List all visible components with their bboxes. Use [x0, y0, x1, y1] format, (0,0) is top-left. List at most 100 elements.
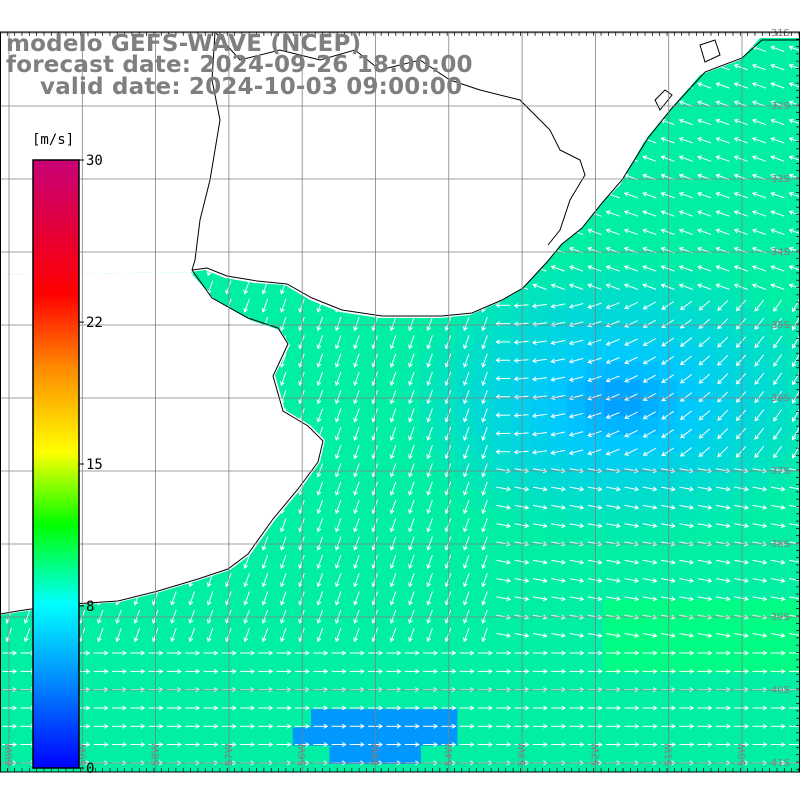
field-cell: [622, 782, 641, 800]
field-cell: [695, 343, 715, 362]
field-cell: [110, 782, 129, 800]
field-cell: [658, 690, 678, 710]
field-cell: [695, 489, 715, 509]
field-cell: [732, 306, 751, 326]
field-cell: [677, 672, 696, 692]
field-cell: [494, 489, 513, 509]
field-cell: [750, 398, 770, 417]
field-cell: [530, 544, 550, 564]
field-cell: [714, 782, 733, 800]
field-cell: [677, 379, 696, 399]
field-cell: [201, 599, 221, 619]
field-cell: [732, 160, 751, 179]
field-cell: [347, 727, 367, 747]
wind-arrow: [295, 779, 309, 783]
field-cell: [530, 727, 550, 747]
field-cell: [494, 379, 513, 399]
field-cell: [640, 599, 660, 619]
field-cell: [549, 507, 568, 527]
field-cell: [786, 434, 800, 454]
field-cell: [402, 764, 422, 772]
field-cell: [677, 398, 696, 417]
field-cell: [347, 617, 367, 637]
field-cell: [768, 635, 788, 655]
field-cell: [530, 452, 550, 472]
wind-arrow: [130, 779, 144, 783]
field-cell: [457, 581, 477, 600]
field-cell: [329, 562, 349, 582]
wind-arrow: [588, 779, 602, 783]
field-cell: [311, 709, 330, 728]
field-cell: [567, 379, 587, 399]
field-cell: [695, 452, 715, 472]
field-cell: [109, 709, 129, 728]
field-cell: [713, 86, 733, 106]
field-cell: [494, 343, 513, 362]
field-cell: [603, 196, 623, 216]
field-cell: [347, 672, 367, 692]
field-cell: [237, 654, 257, 673]
field-cell: [274, 764, 294, 772]
field-cell: [658, 215, 678, 234]
field-cell: [713, 288, 733, 307]
field-cell: [768, 690, 788, 710]
field-cell: [695, 764, 715, 772]
field-cell: [475, 452, 495, 472]
field-cell: [494, 526, 513, 545]
field-cell: [164, 690, 184, 710]
field-cell: [530, 416, 550, 436]
field-cell: [713, 452, 733, 472]
field-cell: [640, 215, 660, 234]
field-cell: [238, 782, 257, 800]
lon-label: 57W: [224, 743, 235, 766]
field-cell: [786, 471, 800, 490]
field-cell: [457, 471, 477, 490]
field-cell: [128, 745, 147, 765]
field-cell: [329, 471, 349, 490]
field-cell: [768, 123, 788, 143]
field-cell: [713, 215, 733, 234]
field-cell: [549, 617, 568, 637]
field-cell: [603, 599, 623, 619]
lon-label: 58W: [151, 743, 162, 766]
field-cell: [549, 324, 568, 344]
field-cell: [567, 745, 587, 765]
field-cell: [256, 581, 275, 600]
field-cell: [640, 379, 660, 399]
wind-arrow: [204, 779, 218, 783]
field-cell: [732, 745, 751, 765]
field-cell: [677, 343, 696, 362]
field-cell: [494, 745, 513, 765]
field-cell: [384, 581, 404, 600]
field-cell: [677, 269, 696, 289]
field-cell: [732, 526, 751, 545]
field-cell: [91, 672, 111, 692]
field-cell: [402, 617, 422, 637]
field-cell: [732, 544, 751, 564]
field-cell: [622, 672, 641, 692]
field-cell: [732, 178, 751, 198]
field-cell: [329, 764, 349, 772]
field-cell: [677, 690, 696, 710]
wind-arrow: [441, 779, 455, 783]
field-cell: [494, 727, 513, 747]
field-cell: [402, 727, 422, 747]
field-cell: [768, 50, 788, 70]
field-cell: [530, 361, 550, 381]
field-cell: [713, 672, 733, 692]
field-cell: [420, 416, 440, 436]
field-cell: [750, 745, 770, 765]
field-cell: [677, 782, 696, 800]
field-cell: [713, 709, 733, 728]
field-cell: [640, 324, 660, 344]
field-cell: [622, 288, 641, 307]
field-cell: [384, 507, 404, 527]
field-cell: [640, 471, 660, 490]
field-cell: [530, 306, 550, 326]
field-cell: [347, 434, 367, 454]
field-cell: [622, 581, 641, 600]
field-cell: [457, 562, 477, 582]
field-cell: [420, 745, 440, 765]
field-cell: [347, 745, 367, 765]
field-cell: [567, 617, 587, 637]
